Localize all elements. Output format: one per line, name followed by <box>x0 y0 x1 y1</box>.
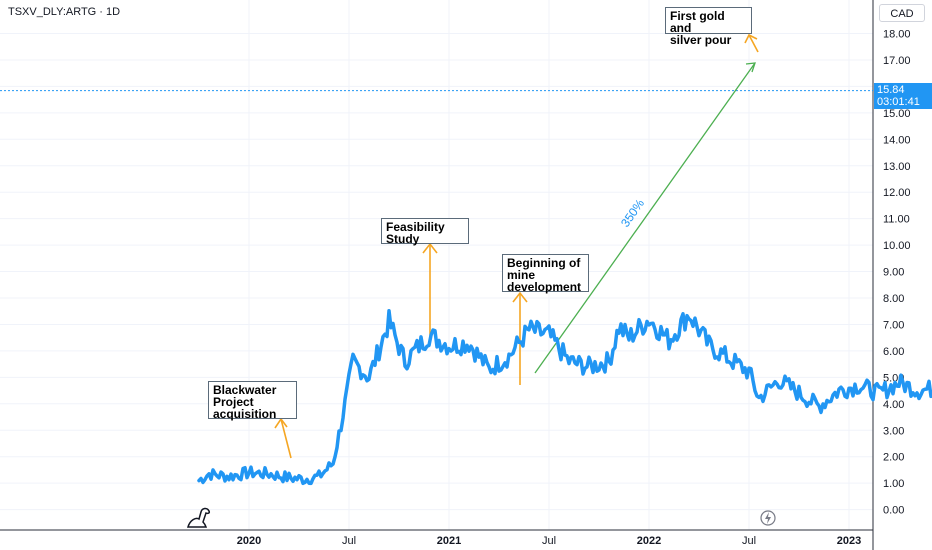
y-tick-label: 9.00 <box>883 267 904 279</box>
y-tick-label: 3.00 <box>883 425 904 437</box>
x-tick-label: Jul <box>542 535 556 547</box>
pour-arrowhead <box>744 33 758 44</box>
y-tick-label: 12.00 <box>883 187 911 199</box>
y-tick-label: 8.00 <box>883 293 904 305</box>
trend-line[interactable] <box>534 62 756 374</box>
annotation-text: Feasibility Study <box>386 220 445 246</box>
blackwater-arrow[interactable] <box>280 418 292 459</box>
annotation-mine-development[interactable]: Beginning of mine development <box>502 254 589 294</box>
y-tick-label: 0.00 <box>883 505 904 517</box>
y-tick-label: 7.00 <box>883 319 904 331</box>
annotation-feasibility[interactable]: Feasibility Study <box>381 218 469 246</box>
x-tick-label: 2022 <box>637 535 661 547</box>
currency-button[interactable]: CAD <box>879 4 925 22</box>
x-tick-label: Jul <box>342 535 356 547</box>
y-tick-label: 18.00 <box>883 29 911 41</box>
x-tick-label: 2020 <box>237 535 261 547</box>
y-tick-label: 17.00 <box>883 55 911 67</box>
x-tick-label: 2021 <box>437 535 461 547</box>
blackwater-arrowhead <box>274 417 288 429</box>
symbol-title: TSXV_DLY:ARTG · 1D <box>8 6 121 18</box>
pour-arrow[interactable] <box>748 34 759 53</box>
annotation-blackwater[interactable]: Blackwater Project acquisition <box>208 381 297 421</box>
feasibility-arrowhead <box>422 242 438 254</box>
trend-arrowhead <box>745 62 756 73</box>
y-tick-label: 10.00 <box>883 240 911 252</box>
y-tick-label: 15.00 <box>883 108 911 120</box>
y-tick-label: 13.00 <box>883 161 911 173</box>
mine-arrowhead <box>512 291 528 303</box>
annotation-text: Blackwater Project acquisition <box>213 383 277 421</box>
last-price-value: 15.84 <box>877 84 905 96</box>
y-tick-label: 1.00 <box>883 478 904 490</box>
annotation-first-pour[interactable]: First gold and silver pour <box>665 7 752 46</box>
y-tick-label: 4.00 <box>883 399 904 411</box>
annotation-text: First gold and silver pour <box>670 9 732 47</box>
y-tick-label: 11.00 <box>883 214 910 226</box>
x-tick-label: 2023 <box>837 535 861 547</box>
time-axis[interactable]: 2020Jul2021Jul2022Jul2023Jul2024Jul2025J… <box>237 535 932 547</box>
y-tick-label: 6.00 <box>883 346 904 358</box>
last-price-badge: 15.84 03:01:41 <box>874 83 932 109</box>
price-series-line[interactable] <box>197 66 932 486</box>
lightning-icon[interactable] <box>760 510 776 526</box>
x-tick-label: Jul <box>742 535 756 547</box>
y-tick-label: 14.00 <box>883 134 911 146</box>
y-tick-label: 2.00 <box>883 452 904 464</box>
grid <box>0 0 873 530</box>
annotation-text: Beginning of mine development <box>507 256 582 294</box>
bar-countdown: 03:01:41 <box>877 96 920 108</box>
trend-label: 350% <box>618 196 647 229</box>
tradingview-logo-icon[interactable] <box>187 507 210 528</box>
